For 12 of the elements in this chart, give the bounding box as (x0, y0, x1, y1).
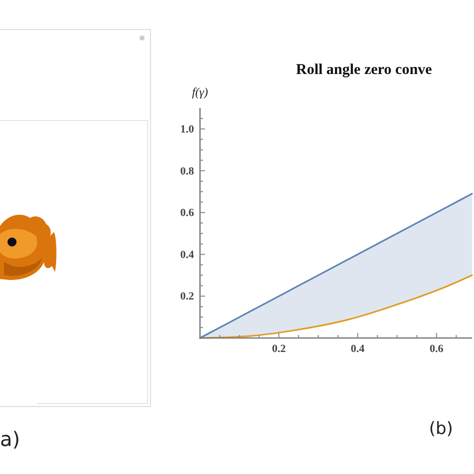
chart-title: Roll angle zero conve (296, 62, 432, 78)
x-tick-label: 0.6 (430, 342, 444, 355)
x-tick-label: 0.4 (350, 342, 366, 355)
x-tick-label: 0.2 (272, 342, 286, 355)
y-tick-label: 0.2 (180, 290, 194, 303)
text: a) (0, 427, 20, 451)
y-tick-label: 1.0 (180, 123, 194, 136)
y-tick-label: 0.6 (180, 207, 194, 220)
y-tick-label: 0.8 (180, 165, 194, 178)
y-axis-title: f(γ) (192, 85, 208, 99)
y-tick-label: 0.4 (180, 248, 194, 261)
text: (b) (428, 419, 454, 439)
